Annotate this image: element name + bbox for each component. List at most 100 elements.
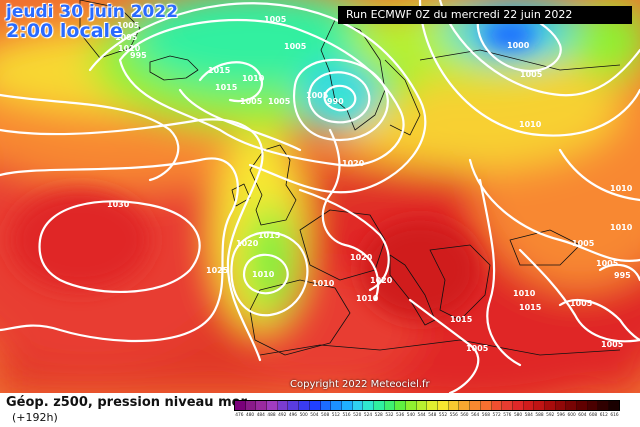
isobar-1015-west <box>0 93 180 182</box>
legend-swatch <box>534 401 545 410</box>
legend-label: 508 <box>321 413 330 418</box>
legend-label: 552 <box>438 413 448 418</box>
isobar-label: 1005 <box>572 239 595 248</box>
legend-label: 564 <box>471 413 480 418</box>
isobar-label: 1010 <box>242 74 265 83</box>
legend-swatch <box>459 401 471 410</box>
legend-swatch <box>341 401 353 410</box>
legend-label: 560 <box>460 413 469 418</box>
map-title: Géop. z500, pression niveau mer <box>6 395 247 410</box>
legend-label: 492 <box>278 413 287 418</box>
black-sea-coast <box>509 229 581 266</box>
isobar-label: 1010 <box>519 120 542 129</box>
legend-swatches <box>234 400 620 411</box>
legend-swatch <box>256 401 268 410</box>
isobar-label: 1005 <box>268 97 291 106</box>
iberia-coast <box>249 279 351 356</box>
iceland-coast <box>149 55 199 81</box>
isobar-label: 1005 <box>264 15 287 24</box>
legend-label: 488 <box>267 413 276 418</box>
isobar-1015-low <box>230 231 309 317</box>
isobar-label: 1015 <box>215 83 238 92</box>
legend-swatch <box>373 401 385 410</box>
valid-date: jeudi 30 juin 2022 2:00 locale <box>6 3 178 42</box>
isobar-label: 1000 <box>507 41 530 50</box>
isobar-label: 1010 <box>312 279 335 288</box>
legend-label: 516 <box>342 413 351 418</box>
isobar-label: 1025 <box>206 266 229 275</box>
isobar-1020-central <box>321 128 380 302</box>
isobar-label: 1015 <box>208 66 231 75</box>
north-africa-coast <box>259 339 621 356</box>
isobar-1010-north <box>88 2 427 194</box>
legend-swatch <box>320 401 332 410</box>
legend-label: 532 <box>385 413 394 418</box>
legend-swatch <box>267 401 278 410</box>
legend-swatch <box>331 401 342 410</box>
weather-map: 1005 1005 1010 995 1015 1010 1015 1005 1… <box>0 0 640 393</box>
legend-label: 548 <box>428 413 437 418</box>
legend-swatch <box>427 401 439 410</box>
legend-label: 580 <box>513 413 523 418</box>
isobar-label: 1005 <box>570 299 593 308</box>
isobar-1005-ne <box>438 0 640 97</box>
legend-swatch <box>587 401 599 410</box>
legend-label: 592 <box>546 413 555 418</box>
isobar-label: 1010 <box>118 44 141 53</box>
color-legend: 476 480 484 488 492 496 500 504 508 512 516 520 524 5… <box>234 400 620 420</box>
legend-swatch <box>235 401 246 410</box>
isobar-label: 1010 <box>252 270 275 279</box>
isobar-1005-north <box>118 18 405 167</box>
isobar-label: 1010 <box>356 294 379 303</box>
legend-swatch <box>416 401 428 410</box>
legend-label: 596 <box>556 413 566 418</box>
isobar-label: 1015 <box>258 231 281 240</box>
isobar-label: 990 <box>327 97 344 106</box>
legend-label: 524 <box>363 413 373 418</box>
isobar-label: 1020 <box>236 239 259 248</box>
isobar-1010-north-sea <box>178 88 302 152</box>
isobar-990-low <box>323 84 357 112</box>
isobar-1010-low <box>242 253 289 295</box>
legend-label: 512 <box>331 413 340 418</box>
legend-swatch <box>384 401 396 410</box>
run-info-text: Run ECMWF 0Z du mercredi 22 juin 2022 <box>346 8 573 21</box>
legend-swatch <box>491 401 503 410</box>
legend-swatch <box>566 401 577 410</box>
isobar-1030 <box>38 200 201 294</box>
isobar-label: 1015 <box>519 303 542 312</box>
legend-swatch <box>363 401 374 410</box>
isobar-label: 1005 <box>466 344 489 353</box>
isobar-1005-far-east <box>558 298 640 342</box>
isobar-label: 1020 <box>342 159 365 168</box>
legend-swatch <box>470 401 481 410</box>
legend-label: 476 <box>235 413 244 418</box>
legend-swatch <box>502 401 513 410</box>
legend-swatch <box>406 401 417 410</box>
legend-label: 576 <box>503 413 512 418</box>
legend-swatch <box>288 401 300 410</box>
legend-swatch <box>299 401 310 410</box>
isobar-1020-east <box>298 188 390 292</box>
isobar-label: 1005 <box>596 259 619 268</box>
legend-swatch <box>555 401 567 410</box>
isobar-1005-se <box>518 248 640 343</box>
isobar-label: 995 <box>614 271 631 280</box>
isobar-995-east <box>598 263 640 282</box>
legend-swatch <box>598 401 610 410</box>
legend-label: 544 <box>417 413 426 418</box>
isobar-label: 1005 <box>306 91 329 100</box>
legend-swatch <box>448 401 460 410</box>
isobar-labels: 1005 1005 1010 995 1015 1010 1015 1005 1… <box>107 15 633 353</box>
greenland-coast <box>79 0 141 59</box>
legend-labels: 476 480 484 488 492 496 500 504 508 512 516 520 524 5… <box>234 411 620 420</box>
isobar-label: 1005 <box>115 33 138 42</box>
legend-label: 500 <box>299 413 308 418</box>
isobar-1010-se <box>478 178 522 367</box>
coastlines <box>79 0 621 356</box>
isobars <box>0 0 640 393</box>
legend-label: 572 <box>492 413 501 418</box>
isobar-1000-low <box>293 58 389 142</box>
legend-label: 484 <box>256 413 265 418</box>
isobar-1010-east <box>558 148 640 202</box>
